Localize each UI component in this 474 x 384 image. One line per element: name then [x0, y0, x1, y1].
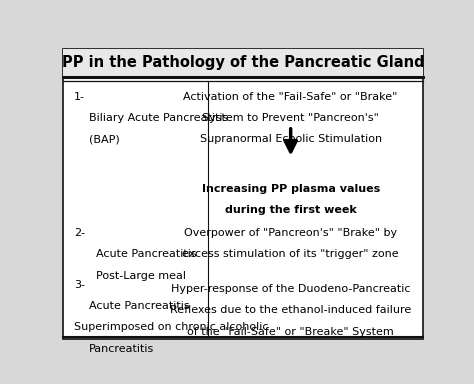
Text: Biliary Acute Pancreatitis: Biliary Acute Pancreatitis: [89, 113, 228, 123]
Text: excess stimulation of its "trigger" zone: excess stimulation of its "trigger" zone: [182, 249, 399, 259]
Text: Overpower of "Pancreon's" "Brake" by: Overpower of "Pancreon's" "Brake" by: [184, 228, 397, 238]
Text: Activation of the "Fail-Safe" or "Brake": Activation of the "Fail-Safe" or "Brake": [183, 92, 398, 102]
Text: 2-: 2-: [74, 228, 85, 238]
Text: during the first week: during the first week: [225, 205, 356, 215]
Text: Acute Pancreatitis: Acute Pancreatitis: [89, 301, 189, 311]
Text: PP in the Pathology of the Pancreatic Gland: PP in the Pathology of the Pancreatic Gl…: [62, 55, 424, 70]
Text: 3-: 3-: [74, 280, 85, 290]
Text: Supranormal Ecbolic Stimulation: Supranormal Ecbolic Stimulation: [200, 134, 382, 144]
Text: System to Prevent "Pancreon's": System to Prevent "Pancreon's": [202, 113, 379, 123]
Text: Pancreatitis: Pancreatitis: [89, 344, 154, 354]
Text: Post-Large meal: Post-Large meal: [96, 270, 186, 280]
Text: Acute Pancreatitis: Acute Pancreatitis: [96, 249, 197, 259]
FancyBboxPatch shape: [63, 49, 423, 339]
Text: Reflexes due to the ethanol-induced failure: Reflexes due to the ethanol-induced fail…: [170, 305, 411, 315]
FancyBboxPatch shape: [63, 49, 423, 77]
Text: of the "Fail-Safe" or "Breake" System: of the "Fail-Safe" or "Breake" System: [187, 327, 394, 337]
Text: Superimposed on chronic alcoholic: Superimposed on chronic alcoholic: [74, 322, 268, 332]
Text: Hyper-response of the Duodeno-Pancreatic: Hyper-response of the Duodeno-Pancreatic: [171, 284, 410, 294]
Text: (BAP): (BAP): [89, 134, 119, 144]
Text: 1-: 1-: [74, 92, 85, 102]
Text: Increasing PP plasma values: Increasing PP plasma values: [201, 184, 380, 194]
